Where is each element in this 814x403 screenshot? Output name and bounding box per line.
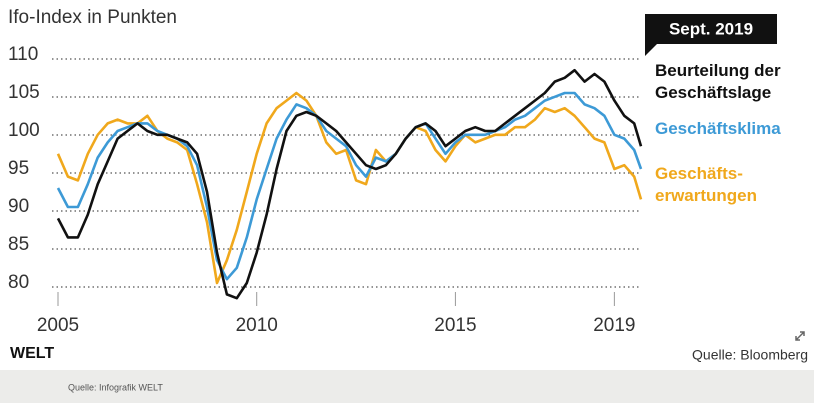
y-tick-label: 85 xyxy=(8,234,29,255)
y-tick-label: 90 xyxy=(8,196,29,217)
legend-entry: Beurteilung der Geschäftslage xyxy=(655,61,781,102)
chart-title: Ifo-Index in Punkten xyxy=(8,7,177,28)
y-tick-label: 95 xyxy=(8,158,29,179)
series-line xyxy=(56,68,643,300)
footer: Quelle: Infografik WELT xyxy=(68,382,163,392)
legend-entry: Geschäftsklima xyxy=(655,119,781,138)
annotation-box xyxy=(645,14,777,44)
x-tick-label: 2015 xyxy=(434,315,476,336)
x-tick-label: 2019 xyxy=(593,315,635,336)
annotation: Sept. 2019 xyxy=(669,19,753,38)
x-tick-label: 2010 xyxy=(236,315,278,336)
legend-entry: Geschäfts­erwartungen xyxy=(655,164,758,205)
y-tick-label: 105 xyxy=(8,82,40,103)
annotation-pointer xyxy=(645,44,657,56)
y-tick-label: 80 xyxy=(8,272,29,293)
expand-icon[interactable] xyxy=(795,331,805,341)
y-tick-label: 110 xyxy=(8,44,38,65)
x-tick-label: 2005 xyxy=(37,315,79,336)
series-line xyxy=(56,91,643,285)
y-tick-label: 100 xyxy=(8,120,40,141)
series-line xyxy=(56,91,643,281)
brand: WELT xyxy=(10,345,54,362)
source: Quelle: Bloomberg xyxy=(692,347,808,363)
footer-bar xyxy=(0,370,814,403)
